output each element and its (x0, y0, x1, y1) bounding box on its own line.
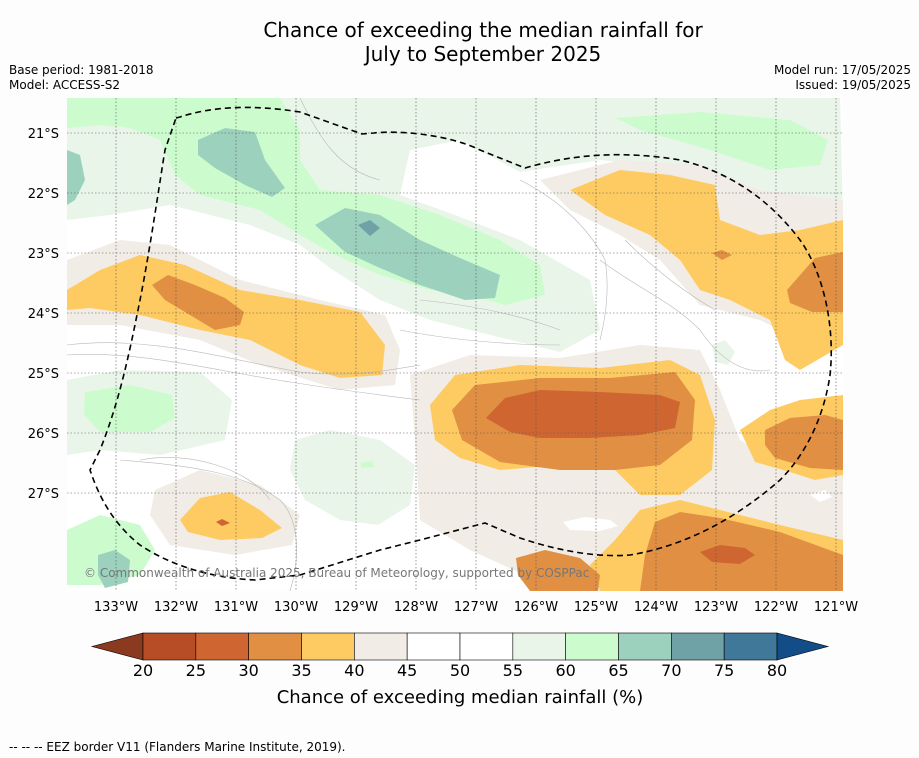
lat-label: 21°S (28, 127, 59, 142)
colorbar-bin (301, 632, 355, 661)
colorbar-tick-label: 70 (661, 661, 681, 680)
contour-lines (67, 98, 771, 591)
model-info: Base period: 1981-2018 Model: ACCESS-S2 (9, 63, 154, 93)
colorbar-tick-label: 30 (238, 661, 258, 680)
contour-line (519, 179, 608, 341)
lon-label: 130°W (274, 600, 318, 615)
colorbar-title: Chance of exceeding median rainfall (%) (277, 687, 644, 708)
contour-line (299, 98, 381, 181)
issued-date-text: Issued: 19/05/2025 (795, 78, 911, 92)
colorbar-bin (195, 632, 249, 661)
colorbar-bin (723, 632, 778, 661)
zone-65-70-north (198, 128, 285, 197)
zone-25-30-southeast (700, 545, 755, 564)
contour-line (624, 239, 716, 311)
zone-60-65-northeast (615, 112, 828, 170)
lat-label: 22°S (28, 187, 59, 202)
map-title-line1: Chance of exceeding the median rainfall … (263, 18, 703, 42)
lon-label: 132°W (154, 600, 198, 615)
colorbar-bin (618, 632, 672, 661)
lon-label: 123°W (694, 600, 738, 615)
colorbar-tick-label: 35 (291, 661, 311, 680)
colorbar-bin (248, 632, 302, 661)
zone-45-55-hole (563, 517, 618, 531)
colorbar-bin (354, 632, 408, 661)
lat-label: 25°S (28, 367, 59, 382)
base-period-text: Base period: 1981-2018 (9, 63, 154, 77)
lat-label: 24°S (28, 307, 59, 322)
zone-30-35-east-dot (712, 250, 732, 260)
zone-30-35-southeast (765, 415, 843, 470)
zone-30-35-bottom (516, 550, 600, 591)
colorbar-bin (459, 632, 514, 661)
colorbar-tick-label: 80 (767, 661, 787, 680)
lon-label: 126°W (514, 600, 558, 615)
zone-60-65-west (84, 385, 175, 432)
lat-label: 26°S (28, 427, 59, 442)
colorbar-bin (565, 632, 619, 661)
zone-25-30-southwest-dot (216, 519, 230, 526)
colorbar-tick-label: 75 (714, 661, 734, 680)
run-info: Model run: 17/05/2025 Issued: 19/05/2025 (774, 63, 911, 93)
zone-30-35-west (152, 275, 244, 330)
contour-line (67, 342, 421, 375)
latitude-labels: 21°S 22°S 23°S 24°S 25°S 26°S 27°S (28, 127, 59, 502)
model-run-text: Model run: 17/05/2025 (773, 63, 911, 77)
zone-65-70-west-edge (67, 150, 85, 205)
map-title-line2: July to September 2025 (364, 42, 602, 66)
contour-line (119, 459, 297, 591)
zone-70-75-spot (358, 220, 380, 236)
eez-footnote: -- -- -- EEZ border V11 (Flanders Marine… (9, 740, 346, 754)
zone-65-70-southwest (98, 550, 130, 588)
colorbar-tick-label: 55 (503, 661, 523, 680)
zone-65-70-central (315, 208, 500, 300)
zone-60-65-speck (360, 461, 374, 468)
lon-label: 122°W (754, 600, 798, 615)
lon-label: 127°W (454, 600, 498, 615)
colorbar-tick-labels: 20 25 30 35 40 45 50 55 60 65 70 75 80 (133, 661, 787, 680)
contour-line (419, 299, 561, 331)
colorbar-bin (142, 632, 197, 661)
lat-label: 27°S (28, 487, 59, 502)
contour-line (139, 457, 271, 501)
model-name-text: Model: ACCESS-S2 (9, 78, 121, 92)
rainfall-probability-field: © Commonwealth of Australia 2025, Bureau… (67, 98, 843, 591)
lon-label: 128°W (394, 600, 438, 615)
lon-label: 121°W (814, 600, 858, 615)
zone-60-65-southwest (67, 515, 155, 585)
longitude-labels: 133°W 132°W 131°W 130°W 129°W 128°W 127°… (94, 600, 858, 615)
zone-55-60-central (290, 430, 415, 525)
graticule (67, 98, 843, 591)
zone-35-40-southwest (180, 492, 282, 540)
lon-label: 129°W (334, 600, 378, 615)
colorbar-tick-label: 20 (133, 661, 153, 680)
colorbar-extend-low (90, 632, 144, 661)
colorbar-tick-label: 65 (608, 661, 628, 680)
colorbar-extend-high (776, 632, 830, 661)
lat-label: 23°S (28, 247, 59, 262)
colorbar-tick-label: 40 (344, 661, 364, 680)
colorbar (90, 632, 830, 661)
contour-line (599, 259, 771, 372)
copyright-text: © Commonwealth of Australia 2025, Bureau… (84, 566, 589, 580)
colorbar-tick-label: 50 (450, 661, 470, 680)
lon-label: 125°W (574, 600, 618, 615)
zone-30-35-east (787, 252, 843, 312)
colorbar-tick-label: 60 (555, 661, 575, 680)
lon-label: 131°W (214, 600, 258, 615)
colorbar-bin (512, 632, 566, 661)
colorbar-bin (406, 632, 461, 661)
lon-label: 124°W (634, 600, 678, 615)
lon-label: 133°W (94, 600, 138, 615)
zone-55-60-east-small (712, 340, 735, 365)
zone-25-30-south-center (486, 390, 680, 438)
contour-line (399, 329, 561, 346)
colorbar-bin (671, 632, 725, 661)
colorbar-tick-label: 25 (186, 661, 206, 680)
zone-35-40-northeast (570, 170, 843, 370)
map-title: Chance of exceeding the median rainfall … (0, 18, 919, 66)
colorbar-tick-label: 45 (397, 661, 417, 680)
